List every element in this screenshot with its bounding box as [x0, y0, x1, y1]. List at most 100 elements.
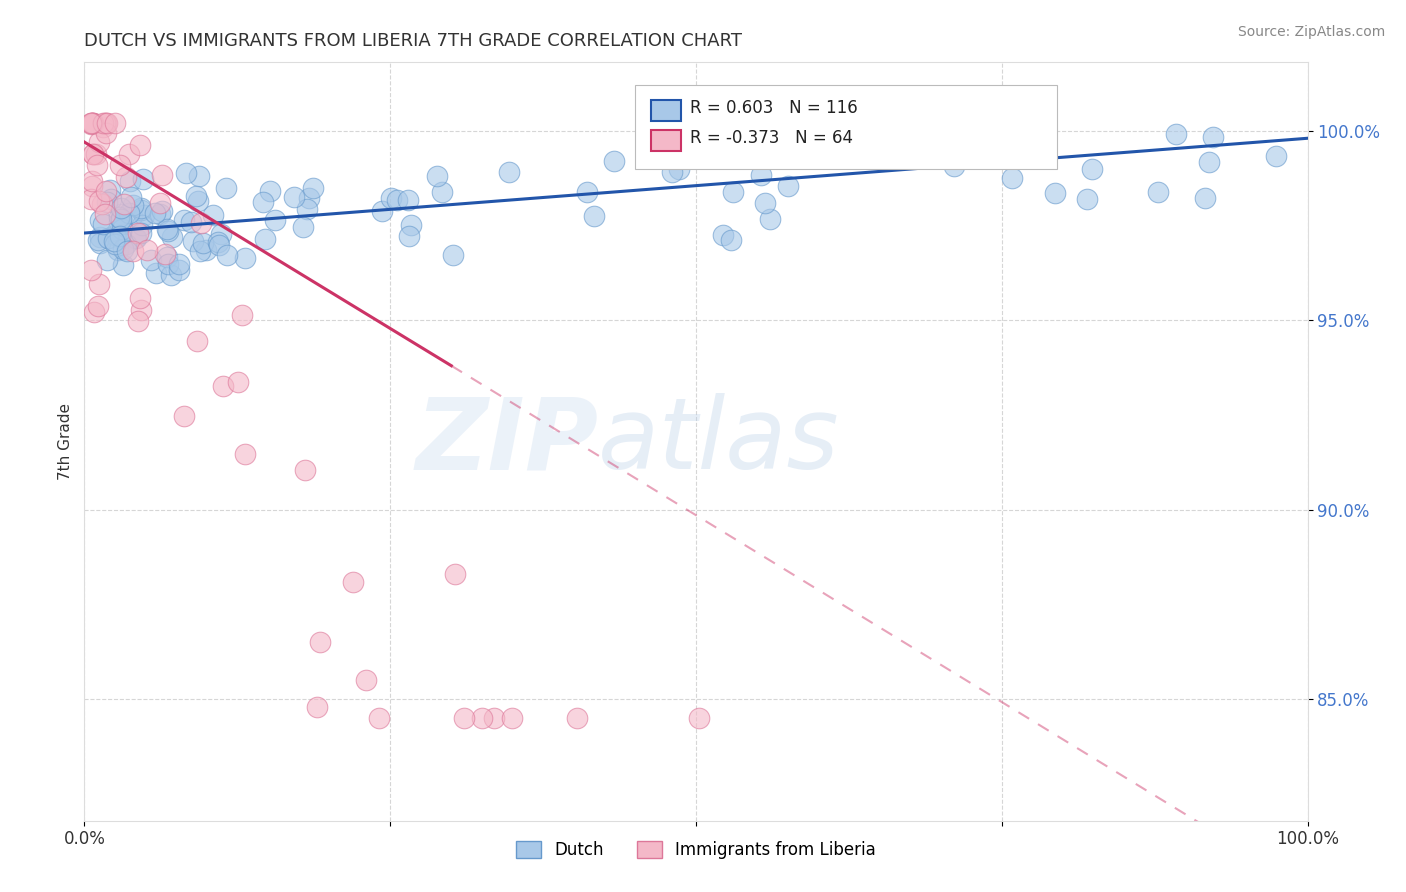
Point [87, 233, 110, 247]
Point [91, 120, 114, 134]
Point [1076, 192, 1098, 206]
Point [110, 201, 132, 215]
Point [112, 197, 135, 211]
Point [87, 277, 110, 291]
Point [145, 266, 167, 280]
Point [82, 116, 104, 130]
Point [231, 308, 253, 322]
Point [150, 203, 173, 218]
Point [207, 235, 229, 249]
Point [124, 231, 146, 245]
Point [173, 409, 195, 423]
Point [132, 172, 155, 186]
Point [686, 126, 709, 140]
Point [211, 379, 233, 393]
Point [80, 192, 103, 206]
Point [259, 184, 281, 198]
Point [80, 178, 103, 193]
Text: atlas: atlas [598, 393, 839, 490]
Point [484, 711, 506, 725]
Point [96, 116, 118, 130]
Point [186, 188, 208, 202]
Point [942, 159, 965, 173]
Point [173, 213, 195, 227]
Point [134, 208, 156, 222]
Point [780, 144, 803, 158]
Point [125, 231, 148, 245]
Point [254, 231, 277, 245]
Point [263, 212, 285, 227]
Point [96, 195, 118, 210]
Point [82, 146, 104, 161]
Point [380, 191, 402, 205]
Point [160, 230, 183, 244]
Point [115, 236, 138, 251]
Point [150, 168, 173, 182]
Point [129, 138, 152, 153]
Point [115, 244, 138, 258]
Point [82, 174, 104, 188]
Point [1264, 149, 1286, 163]
Point [187, 194, 209, 209]
Point [190, 216, 212, 230]
Point [471, 711, 494, 725]
Point [83, 305, 105, 319]
Point [129, 203, 152, 218]
Point [603, 153, 626, 168]
Point [186, 334, 208, 348]
Point [104, 236, 127, 251]
Point [215, 248, 238, 262]
Point [111, 258, 134, 272]
Point [118, 146, 141, 161]
Point [295, 202, 318, 216]
Point [235, 447, 257, 461]
Point [302, 181, 325, 195]
Point [977, 139, 1000, 153]
Point [294, 463, 316, 477]
Point [430, 185, 453, 199]
Point [87, 299, 110, 313]
Point [96, 184, 118, 198]
Point [188, 169, 211, 183]
Point [1164, 127, 1187, 141]
Point [108, 229, 131, 244]
Point [354, 673, 377, 688]
Point [149, 195, 172, 210]
Point [160, 268, 183, 282]
Point [122, 244, 145, 258]
Point [80, 116, 103, 130]
Point [441, 248, 464, 262]
Point [94, 116, 117, 130]
Point [87, 194, 110, 209]
Point [94, 126, 117, 140]
Point [156, 224, 179, 238]
Point [371, 204, 394, 219]
Point [754, 195, 776, 210]
Point [1043, 186, 1066, 201]
Point [82, 147, 104, 161]
Point [156, 257, 179, 271]
Point [127, 314, 149, 328]
Point [110, 216, 132, 230]
Point [80, 116, 103, 130]
Text: DUTCH VS IMMIGRANTS FROM LIBERIA 7TH GRADE CORRELATION CHART: DUTCH VS IMMIGRANTS FROM LIBERIA 7TH GRA… [84, 32, 742, 50]
Point [89, 236, 111, 251]
Point [342, 574, 364, 589]
Point [91, 116, 114, 130]
Point [84, 147, 107, 161]
Point [501, 711, 523, 725]
Point [721, 185, 744, 199]
Point [98, 183, 121, 197]
Point [498, 164, 520, 178]
Point [252, 195, 274, 210]
Point [398, 228, 420, 243]
Point [167, 257, 190, 271]
Point [720, 233, 742, 247]
Point [1202, 129, 1225, 144]
Text: Source: ZipAtlas.com: Source: ZipAtlas.com [1237, 25, 1385, 39]
Point [82, 116, 104, 130]
Text: R = 0.603   N = 116: R = 0.603 N = 116 [690, 99, 858, 117]
Point [209, 227, 232, 241]
Point [129, 302, 152, 317]
Point [981, 133, 1004, 147]
